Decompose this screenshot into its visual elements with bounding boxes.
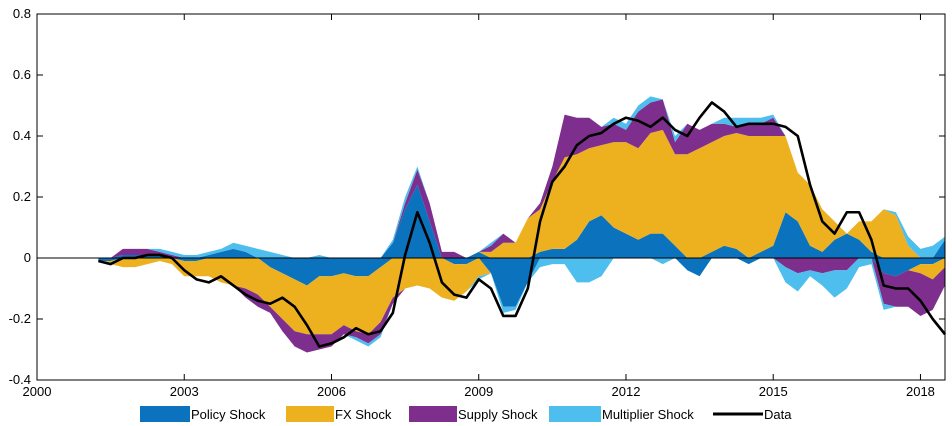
y-tick-label: 0.4 [13,128,31,143]
x-tick-label: 2015 [759,384,788,399]
data-line-group [98,101,947,348]
y-axis: -0.4 -0.2 0 0.2 0.4 0.6 0.8 [9,6,945,387]
stacked-areas [98,96,946,353]
legend: Policy Shock FX Shock Supply Shock Multipli… [140,406,792,422]
x-axis: 2000 2003 2006 2009 2012 2015 2018 [23,14,935,399]
x-tick-label: 2012 [612,384,641,399]
y-tick-label: 0.2 [13,189,31,204]
area-policy-shock-pos [98,184,946,258]
y-tick-label: 0.8 [13,6,31,21]
y-tick-label: 0 [24,250,31,265]
legend-swatch-multiplier-shock [549,406,601,422]
legend-swatch-fx-shock [286,406,334,422]
legend-label-multiplier-shock: Multiplier Shock [602,407,694,422]
legend-label-fx-shock: FX Shock [335,407,392,422]
legend-label-supply-shock: Supply Shock [458,407,538,422]
area-supply-shock-neg [98,258,946,353]
x-tick-label: 2009 [464,384,493,399]
y-tick-label: -0.4 [9,372,31,387]
legend-label-policy-shock: Policy Shock [191,407,266,422]
area-fx-shock-pos [98,129,946,258]
legend-swatch-policy-shock [140,406,190,422]
x-tick-label: 2000 [23,384,52,399]
legend-swatch-supply-shock [409,406,457,422]
x-tick-label: 2018 [906,384,935,399]
y-tick-label: 0.6 [13,67,31,82]
area-fx-shock-neg [98,258,946,335]
area-policy-shock-neg [98,258,946,307]
x-tick-label: 2003 [170,384,199,399]
x-tick-label: 2006 [317,384,346,399]
series-line-data [98,101,947,348]
legend-label-data: Data [764,407,792,422]
y-tick-label: -0.2 [9,311,31,326]
